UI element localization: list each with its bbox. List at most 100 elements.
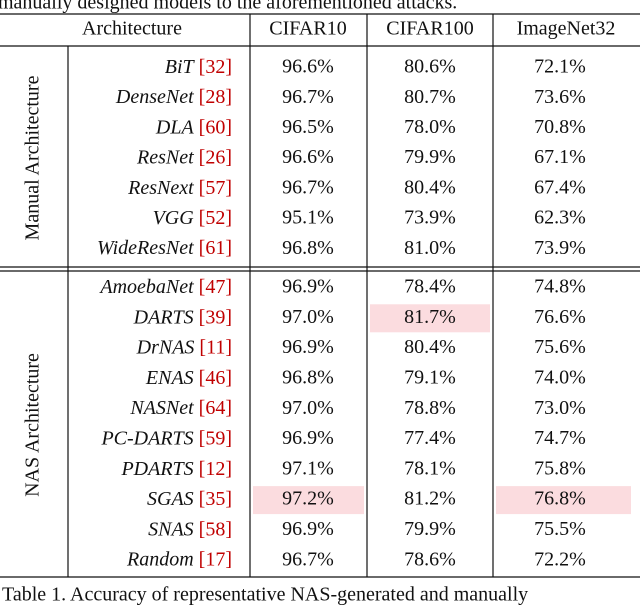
accuracy-cell: 79.1% — [404, 366, 456, 388]
citation: [46] — [199, 366, 232, 388]
column-header: Architecture — [82, 18, 182, 40]
accuracy-cell: 75.6% — [534, 336, 586, 358]
accuracy-cell: 78.8% — [404, 397, 456, 419]
accuracy-cell: 80.6% — [404, 56, 456, 78]
architecture-name: DARTS [39] — [133, 306, 232, 328]
accuracy-cell: 96.8% — [282, 366, 334, 388]
citation: [28] — [199, 86, 232, 108]
citation: [11] — [199, 336, 232, 358]
cell-highlight — [370, 304, 490, 333]
architecture-label: VGG — [153, 207, 195, 229]
citation: [61] — [199, 237, 232, 259]
accuracy-cell: 97.0% — [282, 306, 334, 328]
cell-highlight — [253, 486, 364, 515]
accuracy-cell: 78.1% — [404, 457, 456, 479]
accuracy-cell: 80.4% — [404, 176, 456, 198]
cell-highlight — [496, 486, 631, 515]
architecture-name: PDARTS [12] — [120, 457, 232, 479]
architecture-label: NASNet — [129, 397, 194, 419]
accuracy-cell: 81.2% — [404, 488, 456, 510]
architecture-label: ENAS — [145, 366, 194, 388]
citation: [39] — [199, 306, 232, 328]
architecture-name: NASNet [64] — [129, 397, 232, 419]
architecture-name: SGAS [35] — [147, 488, 232, 510]
architecture-label: SGAS — [147, 488, 194, 510]
accuracy-cell: 70.8% — [534, 116, 586, 138]
group-label: NAS Architecture — [22, 353, 44, 497]
citation: [52] — [199, 207, 232, 229]
architecture-name: ResNext [57] — [127, 176, 232, 198]
citation: [47] — [199, 276, 232, 298]
accuracy-cell: 96.8% — [282, 237, 334, 259]
accuracy-cell: 72.2% — [534, 548, 586, 570]
accuracy-cell: 96.9% — [282, 336, 334, 358]
citation: [64] — [199, 397, 232, 419]
architecture-label: ResNet — [136, 146, 194, 168]
citation: [57] — [199, 176, 232, 198]
accuracy-cell: 96.7% — [282, 86, 334, 108]
architecture-name: ENAS [46] — [145, 366, 232, 388]
architecture-name: PC-DARTS [59] — [100, 427, 232, 449]
architecture-label: AmoebaNet — [98, 276, 194, 298]
architecture-label: PC-DARTS — [100, 427, 193, 449]
accuracy-cell: 74.8% — [534, 276, 586, 298]
architecture-name: DrNAS [11] — [136, 336, 232, 358]
accuracy-cell: 78.4% — [404, 276, 456, 298]
accuracy-cell: 96.7% — [282, 548, 334, 570]
accuracy-cell: 95.1% — [282, 207, 334, 229]
architecture-label: DLA — [155, 116, 195, 138]
column-header: CIFAR100 — [386, 18, 473, 40]
accuracy-cell: 67.1% — [534, 146, 586, 168]
accuracy-cell: 97.2% — [282, 488, 334, 510]
accuracy-cell: 75.5% — [534, 518, 586, 540]
accuracy-cell: 62.3% — [534, 207, 586, 229]
architecture-label: WideResNet — [97, 237, 194, 259]
accuracy-cell: 96.6% — [282, 146, 334, 168]
architecture-label: SNAS — [148, 518, 194, 540]
citation: [26] — [199, 146, 232, 168]
accuracy-cell: 73.9% — [534, 237, 586, 259]
architecture-name: VGG [52] — [153, 207, 232, 229]
architecture-label: ResNext — [127, 176, 194, 198]
column-header: ImageNet32 — [517, 18, 616, 40]
accuracy-cell: 77.4% — [404, 427, 456, 449]
accuracy-cell: 79.9% — [404, 146, 456, 168]
architecture-name: BiT [32] — [165, 56, 232, 78]
citation: [12] — [199, 457, 232, 479]
architecture-name: Random [17] — [126, 548, 232, 570]
architecture-name: WideResNet [61] — [97, 237, 232, 259]
accuracy-cell: 81.7% — [404, 306, 456, 328]
accuracy-cell: 80.4% — [404, 336, 456, 358]
accuracy-cell: 80.7% — [404, 86, 456, 108]
citation: [59] — [199, 427, 232, 449]
accuracy-cell: 81.0% — [404, 237, 456, 259]
architecture-name: AmoebaNet [47] — [98, 276, 232, 298]
accuracy-cell: 74.7% — [534, 427, 586, 449]
accuracy-cell: 67.4% — [534, 176, 586, 198]
citation: [60] — [199, 116, 232, 138]
architecture-label: DrNAS — [136, 336, 195, 358]
accuracy-cell: 78.0% — [404, 116, 456, 138]
citation: [17] — [199, 548, 232, 570]
accuracy-cell: 96.5% — [282, 116, 334, 138]
accuracy-cell: 96.9% — [282, 427, 334, 449]
accuracy-cell: 72.1% — [534, 56, 586, 78]
caption: Table 1. Accuracy of representative NAS-… — [2, 584, 528, 606]
accuracy-cell: 97.0% — [282, 397, 334, 419]
accuracy-cell: 96.6% — [282, 56, 334, 78]
accuracy-cell: 76.8% — [534, 488, 586, 510]
architecture-label: BiT — [165, 56, 196, 78]
accuracy-cell: 78.6% — [404, 548, 456, 570]
accuracy-cell: 74.0% — [534, 366, 586, 388]
architecture-name: ResNet [26] — [136, 146, 232, 168]
architecture-label: DARTS — [133, 306, 194, 328]
accuracy-cell: 96.9% — [282, 276, 334, 298]
accuracy-cell: 73.6% — [534, 86, 586, 108]
citation: [35] — [199, 488, 232, 510]
architecture-name: DLA [60] — [155, 116, 232, 138]
accuracy-cell: 96.7% — [282, 176, 334, 198]
architecture-name: SNAS [58] — [148, 518, 232, 540]
context-text: manually designed models to the aforemen… — [0, 0, 457, 14]
